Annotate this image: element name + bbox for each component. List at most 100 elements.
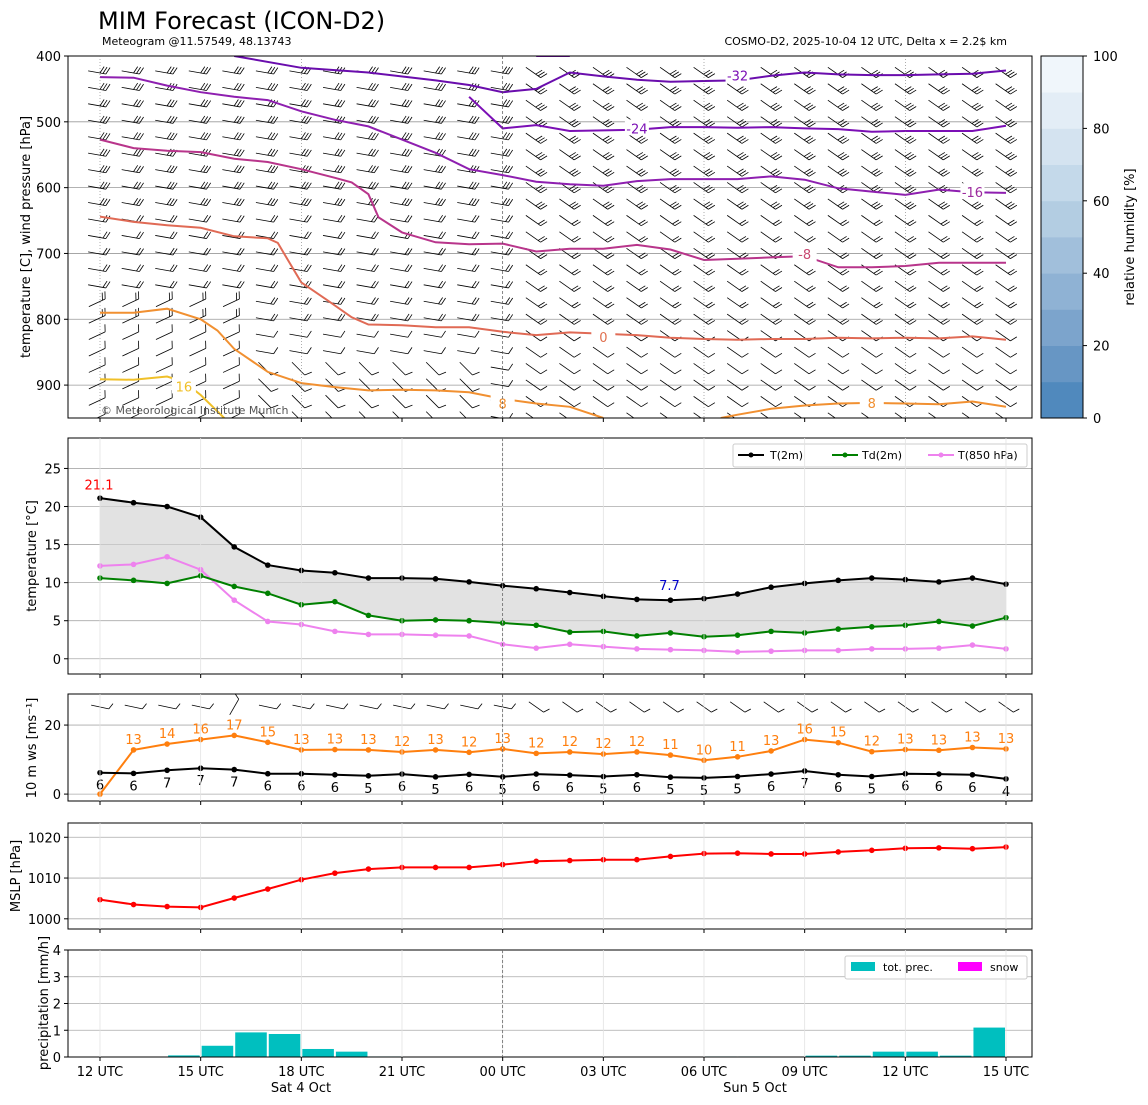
barb-flag [236,99,242,107]
wind-barb [222,181,245,190]
wind-barb [559,231,581,243]
barb-flag [775,139,783,144]
barb-flag [806,285,814,291]
barb-flag [974,268,982,274]
barb-flag [641,402,648,408]
barb-flag [739,285,747,291]
wind-barb [659,363,682,375]
barb-flag [674,89,682,95]
barb-flag [200,198,206,205]
barb-flag [775,402,783,408]
barb-shaft [995,313,1011,325]
barb-flag [674,303,682,309]
barb-flag [703,201,711,207]
barb-flag [638,285,646,291]
wind-barb [794,149,816,161]
barb-flag [239,83,245,91]
barb-flag [236,165,242,173]
barb-flag [270,214,276,222]
wind-barb [490,264,514,272]
barb-flag [808,352,816,358]
barb-shaft [726,379,743,391]
wind-barb [188,165,212,174]
wind-barb [760,313,783,325]
wind-barb [995,116,1018,128]
barb-flag [438,404,447,409]
t850-point [231,597,238,603]
wind-barb [88,82,111,91]
barb-flag [205,291,207,300]
gust-label: 14 [159,727,176,742]
barb-shaft [827,313,843,325]
wind-barb [659,198,682,210]
barb-shaft [559,264,575,276]
barb-flag [775,106,783,111]
barb-flag [1007,153,1015,159]
barb-flag [104,324,106,332]
barb-flag [373,347,379,354]
barb-shaft [626,396,642,408]
barb-flag [938,135,946,141]
barb-flag [605,219,612,225]
barb-shaft [928,313,944,325]
barb-flag [971,119,979,124]
barb-flag [166,198,172,205]
barb-flag [368,115,373,123]
y-tick-label: 15 [44,539,61,554]
barb-shaft [189,298,206,307]
isotherm-label-bg [725,66,750,83]
barb-flag [803,201,811,207]
wind-barb [693,297,716,309]
barb-shaft [626,313,642,325]
barb-flag [337,83,343,91]
wind-barb [222,82,245,91]
barb-flag [407,314,413,322]
barb-shaft [794,363,810,375]
barb-flag [441,182,446,190]
wind-barb [121,264,144,272]
barb-flag [775,204,783,210]
barb-flag [306,199,312,206]
barb-shaft [356,317,375,322]
wind-barb [827,297,850,309]
barb-shaft [760,297,776,309]
barb-flag [907,236,914,241]
barb-flag [139,100,144,108]
wind-barb [726,149,749,161]
barb-shaft [894,330,910,342]
barb-flag [233,165,239,172]
barb-flag [172,133,178,141]
barb-shaft [322,350,341,355]
colorbar-segment [1041,164,1083,202]
barb-shaft [861,412,877,418]
t850-point [634,646,640,652]
barb-flag [99,181,105,189]
surface-wind-barb [158,703,181,710]
barb-flag [672,153,680,159]
gust-point [332,746,338,753]
barb-flag [775,188,783,194]
wind-barb [995,297,1018,309]
barb-shaft [659,412,676,418]
wind-barb [490,380,514,388]
barb-flag [502,132,508,140]
wind-barb [827,280,850,292]
wind-barb [525,280,548,292]
barb-shaft [490,284,509,289]
wind-barb [726,215,749,227]
barb-flag [940,153,948,159]
barb-flag [105,100,111,108]
barb-flag [772,318,780,324]
barb-flag [636,69,644,75]
barb-flag [236,214,242,222]
barb-flag [236,182,242,189]
wind-barb [222,247,245,256]
barb-flag [808,287,816,292]
barb-flag [104,307,106,316]
wind-barb [258,411,272,418]
wind-barb [425,411,440,418]
barb-flag [806,268,814,274]
barb-flag [474,215,480,223]
barb-flag [1010,204,1018,210]
barb-flag [337,313,343,321]
